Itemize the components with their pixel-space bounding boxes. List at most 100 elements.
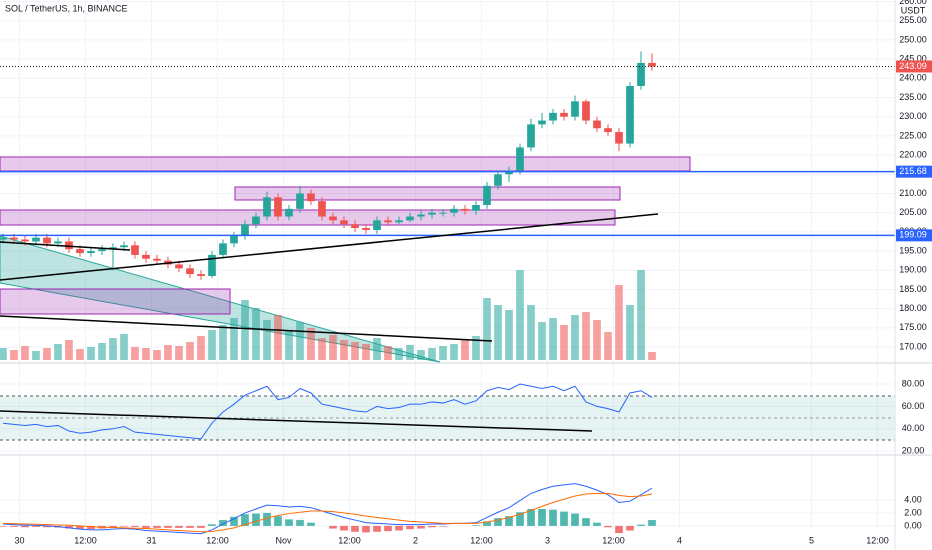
volume-bar — [65, 340, 73, 360]
candle-body — [604, 128, 612, 133]
volume-bar — [241, 300, 249, 360]
candle-body — [10, 237, 18, 240]
macd-histogram-bar — [395, 525, 403, 531]
macd-histogram-bar — [109, 525, 117, 528]
trend-line — [0, 410, 593, 432]
candle-body — [362, 228, 370, 230]
zone — [234, 186, 621, 201]
chart-title: SOL / TetherUS, 1h, BINANCE — [5, 3, 128, 13]
candle-body — [439, 212, 447, 214]
macd-histogram-bar — [362, 525, 370, 533]
candle-body — [428, 212, 436, 215]
currency-label: USDT — [901, 5, 926, 15]
volume-bar — [186, 342, 194, 360]
macd-tick-label: 0.00 — [904, 520, 922, 530]
macd-histogram-bar — [87, 525, 95, 530]
macd-tick-label: 4.00 — [904, 494, 922, 504]
volume-bar — [43, 348, 51, 360]
marks — [0, 51, 895, 535]
candle-body — [582, 101, 590, 121]
x-tick-label: 2 — [413, 535, 418, 545]
candle-body — [0, 237, 7, 240]
y-tick-label: 220.00 — [899, 149, 927, 159]
candle-body — [241, 224, 249, 236]
volume-bar — [516, 270, 524, 360]
volume-bar — [626, 305, 634, 360]
macd-histogram-bar — [494, 518, 502, 526]
signal-line — [2, 492, 653, 533]
macd-histogram-bar — [142, 525, 150, 528]
candle-body — [98, 249, 106, 252]
candle-body — [549, 112, 557, 121]
x-tick-label: 5 — [809, 535, 814, 545]
triangle-drawing — [0, 235, 441, 363]
macd-histogram-bar — [615, 525, 623, 534]
volume-bar — [527, 305, 535, 360]
y-tick-label: 170.00 — [899, 341, 927, 351]
candle-body — [109, 247, 117, 250]
level-label: 215.68 — [899, 166, 927, 176]
y-tick-label: 225.00 — [899, 130, 927, 140]
x-tick-label: 4 — [677, 535, 682, 545]
trend-line — [0, 213, 659, 281]
macd-histogram-bar — [417, 525, 425, 529]
y-tick-label: 230.00 — [899, 111, 927, 121]
candle-body — [384, 220, 392, 223]
volume-bar — [0, 348, 7, 360]
volume-bar — [340, 340, 348, 360]
rsi-tick-label: 20.00 — [902, 446, 925, 456]
candle-body — [626, 85, 634, 144]
macd-histogram-bar — [219, 520, 227, 526]
candle-body — [32, 237, 40, 242]
y-tick-label: 185.00 — [899, 284, 927, 294]
macd-histogram-bar — [582, 518, 590, 526]
volume-bar — [538, 322, 546, 360]
volume-bar — [384, 346, 392, 360]
macd-histogram-bar — [384, 525, 392, 532]
candle-body — [395, 220, 403, 223]
candle-body — [571, 101, 579, 117]
candle-body — [120, 245, 128, 248]
y-tick-label: 245.00 — [899, 53, 927, 63]
volume-bar — [87, 347, 95, 360]
y-tick-label: 260.00 — [899, 0, 927, 6]
trend-line — [0, 241, 131, 251]
macd-histogram-bar — [560, 511, 568, 526]
y-tick-label: 240.00 — [899, 73, 927, 83]
candle-body — [307, 193, 315, 202]
candle-body — [65, 241, 73, 250]
candle-body — [593, 120, 601, 129]
macd-histogram-bar — [428, 525, 436, 528]
candle-body — [43, 237, 51, 244]
volume-bar — [329, 335, 337, 360]
volume-bar — [54, 344, 62, 360]
macd-histogram-bar — [307, 522, 315, 526]
volume-bar — [428, 348, 436, 360]
volume-bar — [274, 315, 282, 360]
volume-bar — [373, 338, 381, 360]
candle-body — [648, 62, 656, 67]
macd-histogram-bar — [21, 525, 29, 528]
volume-bar — [164, 345, 172, 360]
macd-histogram-bar — [373, 525, 381, 532]
volume-bar — [571, 315, 579, 360]
candle-body — [263, 197, 271, 217]
candle-body — [274, 197, 282, 217]
volume-bar — [483, 298, 491, 360]
macd-histogram-bar — [637, 524, 645, 526]
candle-body — [538, 120, 546, 125]
macd-histogram-bar — [153, 525, 161, 528]
candle-body — [252, 216, 260, 225]
volume-bar — [208, 330, 216, 360]
candle-body — [142, 254, 150, 259]
macd-tick-label: 2.00 — [904, 507, 922, 517]
candle-body — [54, 241, 62, 244]
candle-body — [76, 249, 84, 253]
volume-bar — [362, 344, 370, 360]
candle-body — [87, 251, 95, 253]
trend-line — [0, 315, 493, 342]
volume-bar — [450, 344, 458, 360]
candle-body — [615, 132, 623, 144]
volume-bar — [549, 318, 557, 360]
macd-histogram-bar — [285, 519, 293, 526]
